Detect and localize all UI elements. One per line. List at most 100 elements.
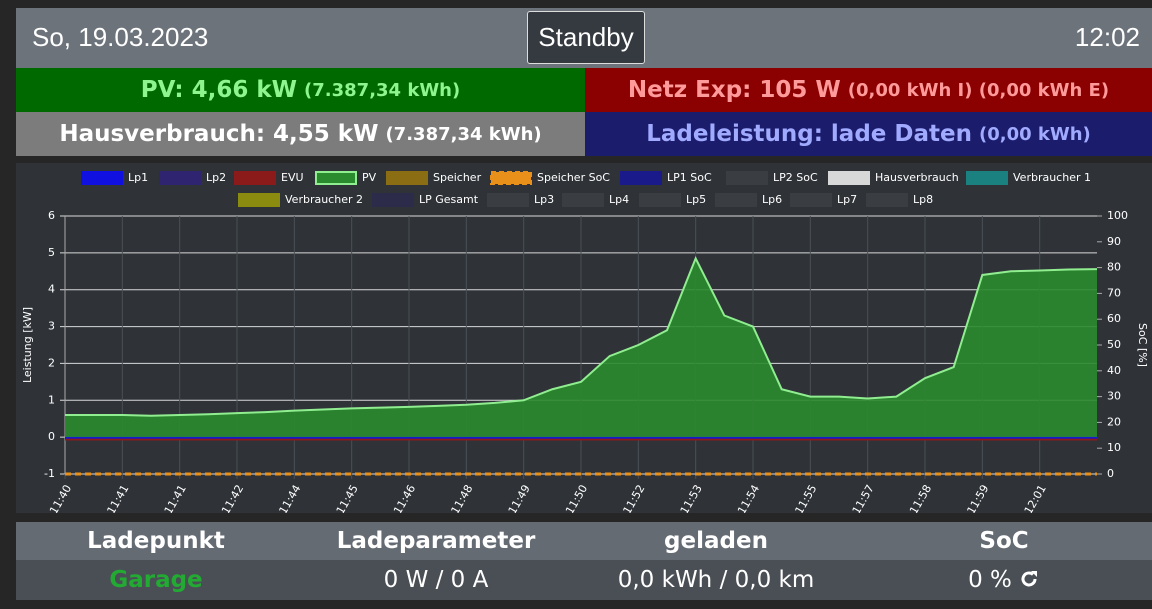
legend-item[interactable]: EVU bbox=[234, 171, 304, 185]
x-tick-label: 11:48 bbox=[448, 483, 475, 514]
legend-item[interactable]: Lp5 bbox=[639, 193, 706, 207]
y-axis-title: Leistung [kW] bbox=[21, 307, 34, 383]
legend-swatch bbox=[238, 193, 280, 207]
x-tick-label: 11:44 bbox=[276, 483, 303, 514]
y2-tick-label: 20 bbox=[1107, 415, 1121, 428]
legend-item[interactable]: Verbraucher 1 bbox=[966, 171, 1091, 185]
charge-tile: Ladeleistung: lade Daten (0,00 kWh) bbox=[585, 112, 1152, 156]
legend-label: Lp4 bbox=[609, 193, 629, 206]
legend-label: Lp5 bbox=[686, 193, 706, 206]
legend-label: LP2 SoC bbox=[773, 171, 818, 184]
y2-tick-label: 70 bbox=[1107, 286, 1121, 299]
legend-item[interactable]: Speicher SoC bbox=[490, 171, 610, 185]
x-tick-label: 11:54 bbox=[735, 483, 762, 514]
pv-extra: (7.387,34 kWh) bbox=[304, 79, 461, 101]
legend-swatch bbox=[790, 193, 832, 207]
y2-tick-label: 90 bbox=[1107, 235, 1121, 248]
y2-tick-label: 40 bbox=[1107, 364, 1121, 377]
legend-item[interactable]: Lp2 bbox=[159, 171, 226, 185]
y-tick-label: 5 bbox=[48, 246, 55, 259]
legend-swatch bbox=[726, 171, 768, 185]
legend-label: Hausverbrauch bbox=[875, 171, 959, 184]
y-tick-label: -1 bbox=[44, 467, 55, 480]
legend-label: Lp2 bbox=[206, 171, 226, 184]
legend-swatch bbox=[315, 171, 357, 185]
date: So, 19.03.2023 bbox=[32, 22, 209, 52]
x-tick-label: 11:57 bbox=[850, 483, 877, 514]
legend-swatch bbox=[81, 171, 123, 185]
x-tick-label: 11:45 bbox=[334, 483, 361, 514]
legend-label: Speicher bbox=[433, 171, 482, 184]
x-tick-label: 11:40 bbox=[47, 483, 74, 514]
legend-swatch bbox=[386, 171, 428, 185]
legend-item[interactable]: Lp8 bbox=[866, 193, 933, 207]
y-tick-label: 0 bbox=[48, 430, 55, 443]
status-button[interactable]: Standby bbox=[527, 11, 645, 64]
legend-swatch bbox=[639, 193, 681, 207]
grid-tile: Netz Exp: 105 W (0,00 kWh I) (0,00 kWh E) bbox=[585, 68, 1152, 112]
y2-axis-title: SoC [%] bbox=[1136, 323, 1149, 367]
legend-item[interactable]: LP Gesamt bbox=[372, 193, 479, 207]
legend-swatch bbox=[234, 171, 276, 185]
x-tick-label: 11:55 bbox=[792, 483, 819, 514]
legend-label: Lp6 bbox=[762, 193, 782, 206]
grid-extra: (0,00 kWh I) (0,00 kWh E) bbox=[847, 79, 1110, 101]
house-tile: Hausverbrauch: 4,55 kW (7.387,34 kWh) bbox=[16, 112, 585, 156]
refresh-icon[interactable] bbox=[1018, 569, 1040, 589]
x-tick-label: 12:01 bbox=[1022, 483, 1049, 514]
y2-tick-label: 0 bbox=[1107, 467, 1114, 480]
legend-swatch bbox=[828, 171, 870, 185]
table-row: Garage 0 W / 0 A 0,0 kWh / 0,0 km 0 % bbox=[16, 560, 1152, 600]
table-cell: 0,0 kWh / 0,0 km bbox=[617, 567, 815, 593]
legend-swatch bbox=[866, 193, 908, 207]
legend-swatch bbox=[490, 171, 532, 185]
y2-tick-label: 80 bbox=[1107, 261, 1121, 274]
y-tick-label: 4 bbox=[48, 283, 55, 296]
legend-item[interactable]: Lp1 bbox=[81, 171, 148, 185]
x-tick-label: 11:58 bbox=[907, 483, 934, 514]
x-tick-label: 11:59 bbox=[964, 483, 991, 514]
y-tick-label: 3 bbox=[48, 320, 55, 333]
pv-label: PV: 4,66 kW bbox=[140, 77, 298, 103]
legend-label: Lp7 bbox=[837, 193, 857, 206]
x-tick-label: 11:41 bbox=[104, 483, 131, 514]
y2-tick-label: 60 bbox=[1107, 312, 1121, 325]
table-cell: 0 W / 0 A bbox=[383, 567, 489, 593]
y2-tick-label: 50 bbox=[1107, 338, 1121, 351]
legend-label: LP1 SoC bbox=[667, 171, 712, 184]
legend-label: PV bbox=[362, 171, 377, 184]
time: 12:02 bbox=[1074, 22, 1140, 52]
legend-item[interactable]: Hausverbrauch bbox=[828, 171, 959, 185]
legend-item[interactable]: Lp7 bbox=[790, 193, 857, 207]
column-header: SoC bbox=[979, 528, 1029, 554]
column-header: Ladeparameter bbox=[336, 528, 536, 554]
legend-item[interactable]: Lp6 bbox=[715, 193, 782, 207]
legend-item[interactable]: Speicher bbox=[386, 171, 482, 185]
legend-swatch bbox=[159, 171, 201, 185]
y-tick-label: 2 bbox=[48, 356, 55, 369]
x-tick-label: 11:42 bbox=[219, 483, 246, 514]
x-tick-label: 11:50 bbox=[563, 483, 590, 514]
legend-item[interactable]: Verbraucher 2 bbox=[238, 193, 363, 207]
legend-item[interactable]: Lp4 bbox=[562, 193, 629, 207]
y2-tick-label: 30 bbox=[1107, 390, 1121, 403]
y2-tick-label: 10 bbox=[1107, 441, 1121, 454]
legend-item[interactable]: LP1 SoC bbox=[620, 171, 712, 185]
y-tick-label: 6 bbox=[48, 209, 55, 222]
legend-label: Verbraucher 2 bbox=[285, 193, 363, 206]
legend-label: Lp3 bbox=[534, 193, 554, 206]
legend-swatch bbox=[966, 171, 1008, 185]
legend-item[interactable]: PV bbox=[315, 171, 377, 185]
legend-label: Lp8 bbox=[913, 193, 933, 206]
legend-label: Verbraucher 1 bbox=[1013, 171, 1091, 184]
house-extra: (7.387,34 kWh) bbox=[385, 123, 542, 145]
legend-item[interactable]: LP2 SoC bbox=[726, 171, 818, 185]
column-header: geladen bbox=[664, 528, 768, 554]
table-header: Ladepunkt Ladeparameter geladen SoC bbox=[16, 522, 1152, 560]
y2-tick-label: 100 bbox=[1107, 209, 1128, 222]
x-tick-label: 11:53 bbox=[678, 483, 705, 514]
legend-item[interactable]: Lp3 bbox=[487, 193, 554, 207]
area bbox=[65, 258, 1097, 438]
legend-swatch bbox=[620, 171, 662, 185]
